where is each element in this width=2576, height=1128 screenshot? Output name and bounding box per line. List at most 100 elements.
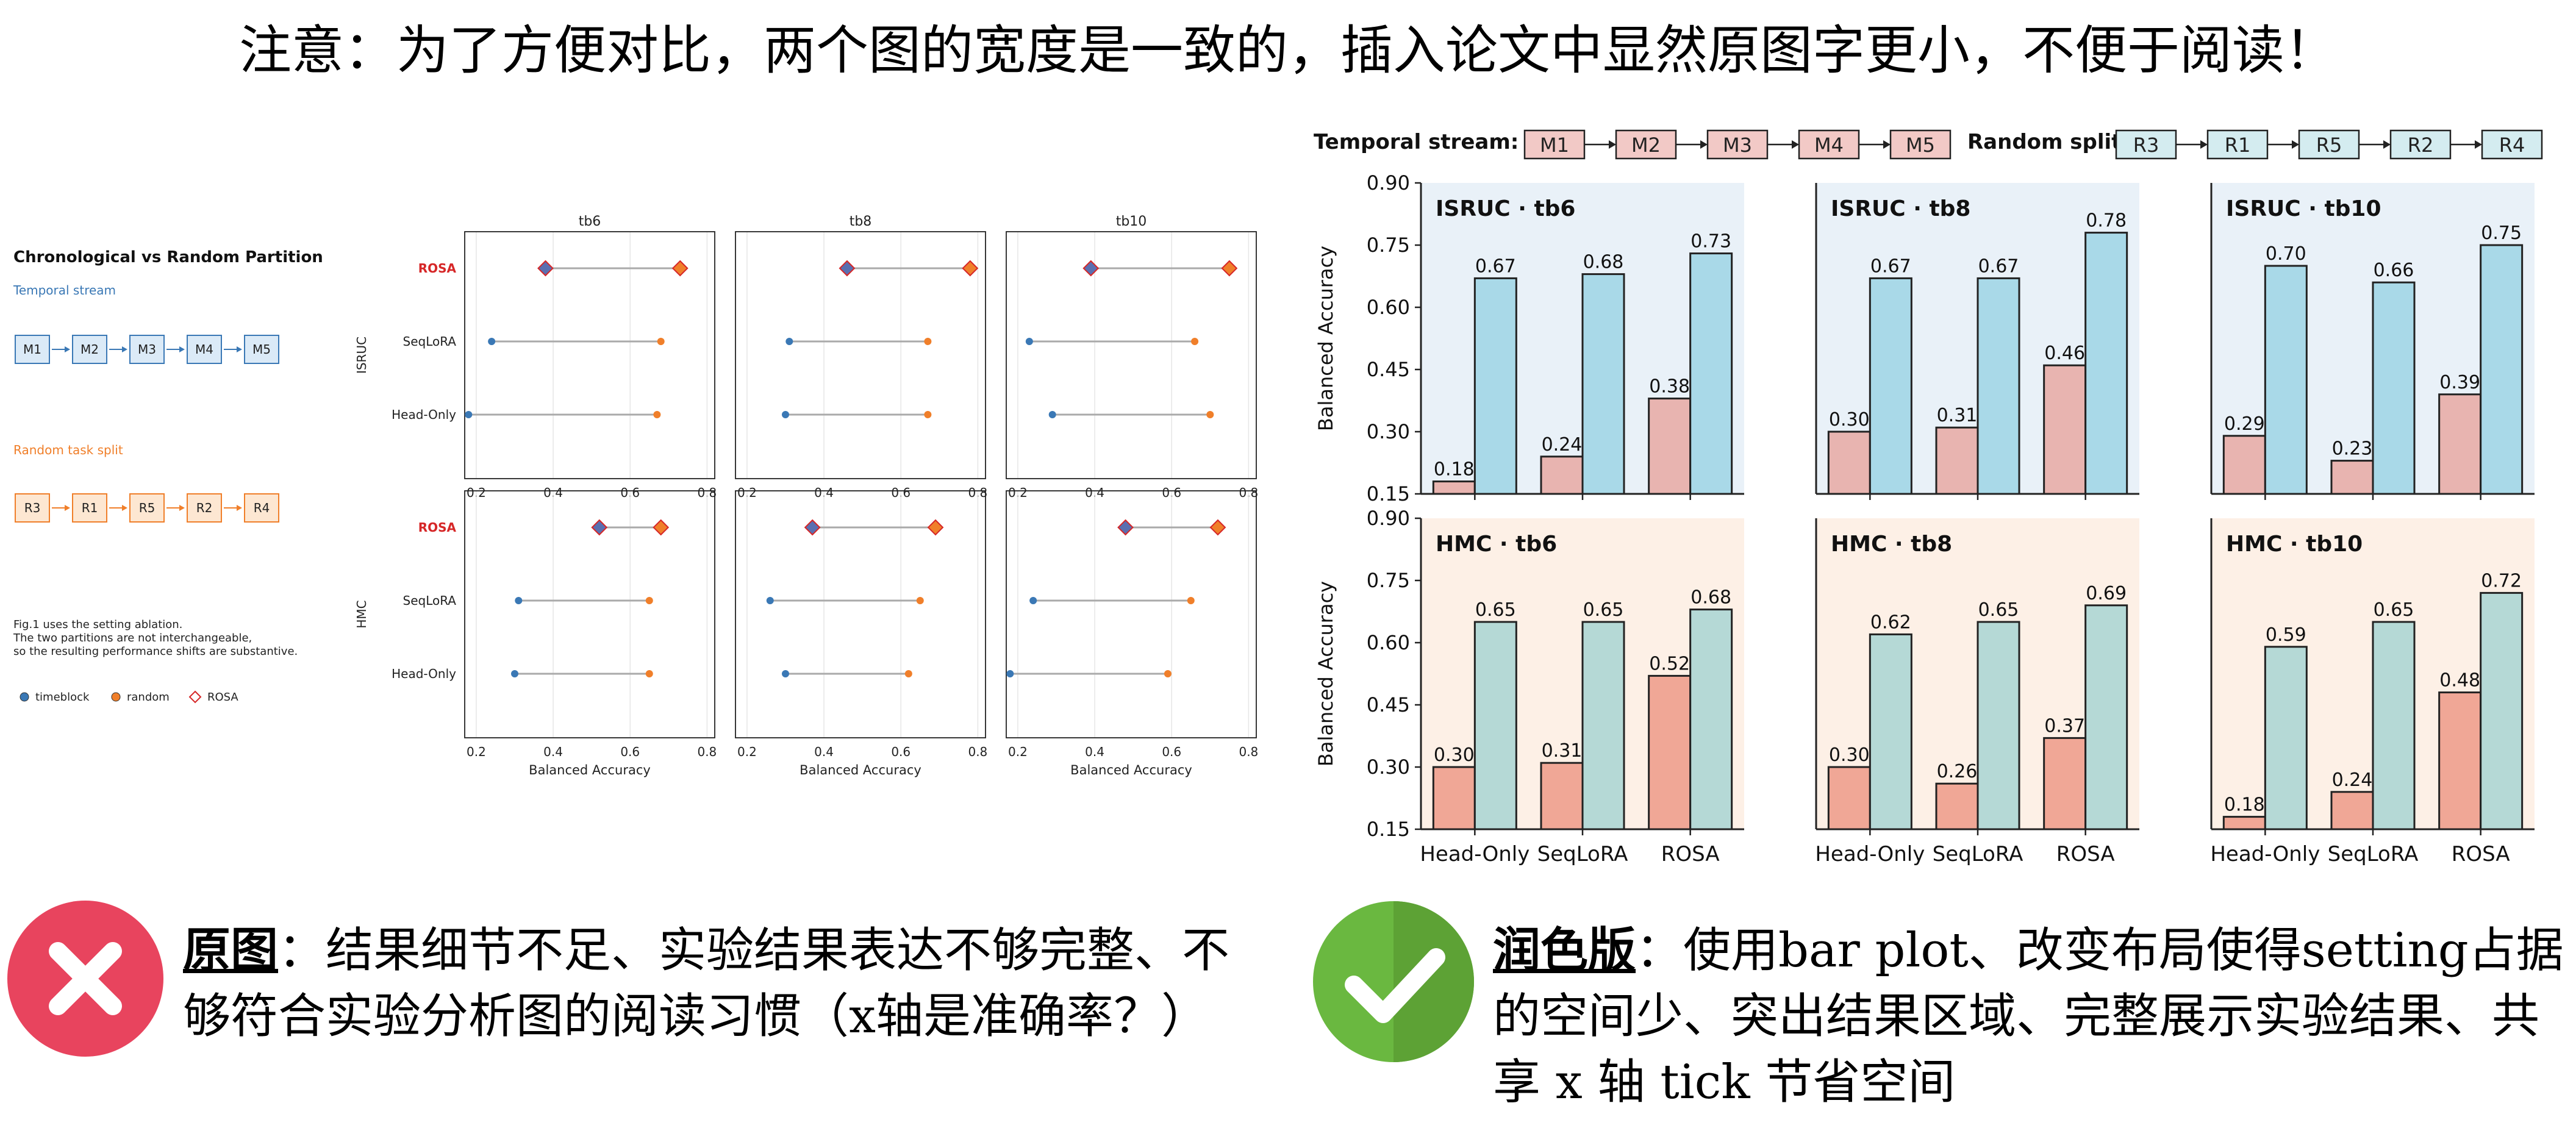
temporal-stream-item-arrow-head — [179, 346, 185, 352]
row-label: HMC — [354, 600, 369, 628]
timeblock-point — [782, 670, 789, 677]
timeblock-value-label: 0.24 — [2332, 769, 2373, 791]
method-label: ROSA — [418, 520, 457, 535]
timeblock-value-label: 0.26 — [1937, 761, 1978, 782]
random-bar — [1869, 633, 1912, 830]
random-bar — [2264, 646, 2308, 830]
timeblock-bar — [1827, 430, 1871, 495]
temporal-stream-item-box — [129, 335, 165, 364]
random-bar — [2084, 604, 2128, 830]
caption-original-title: 原图 — [183, 923, 279, 978]
legend-timeblock-label: timeblock — [35, 691, 90, 704]
rosa-timeblock-marker — [804, 519, 821, 536]
random-bar — [1473, 277, 1517, 495]
temporal-stream-item-label: M2 — [1631, 134, 1661, 157]
x-tick-label: ROSA — [1661, 842, 1720, 866]
temporal-stream-item-box — [1523, 129, 1586, 160]
rosa-timeblock-marker — [839, 260, 856, 277]
rosa-random-marker — [962, 260, 979, 277]
random-split-item-arrow-head — [237, 505, 242, 511]
random-value-label: 0.65 — [1583, 599, 1624, 621]
x-tick-label: 0.4 — [814, 744, 834, 759]
temporal-stream-item-label: M3 — [138, 342, 156, 357]
rosa-random-marker — [927, 519, 944, 536]
timeblock-point — [488, 338, 496, 345]
temporal-stream-item-arrow-head — [1700, 140, 1708, 149]
random-point — [916, 597, 924, 604]
random-value-label: 0.66 — [2374, 260, 2414, 281]
x-axis-label: Balanced Accuracy — [800, 763, 921, 777]
x-tick-label: 0.6 — [891, 744, 911, 759]
y-tick-label: 0.15 — [1367, 482, 1410, 505]
timeblock-bar — [2043, 737, 2087, 830]
random-split-item-box — [2389, 129, 2452, 160]
timeblock-point — [1048, 411, 1056, 418]
x-tick-label: SeqLoRA — [2328, 842, 2419, 866]
y-tick-label: 0.45 — [1367, 693, 1410, 716]
timeblock-value-label: 0.23 — [2332, 438, 2373, 460]
random-split-item-arrow-head — [179, 505, 185, 511]
random-bar — [1689, 609, 1733, 830]
dot-panel: 0.2 0.4 0.6 0.8 — [1006, 231, 1258, 500]
check-icon — [1313, 901, 1474, 1062]
random-split-item-label: R5 — [139, 501, 156, 515]
legend-random-label: random — [127, 691, 170, 704]
random-value-label: 0.69 — [2086, 583, 2127, 604]
temporal-stream-item-arrow-head — [1883, 140, 1891, 149]
timeblock-bar — [2330, 791, 2374, 830]
random-bar — [1689, 252, 1733, 495]
random-point — [1206, 411, 1214, 418]
col-title: tb8 — [850, 214, 872, 229]
y-tick-label: 0.60 — [1367, 296, 1410, 319]
random-split-item-label: R5 — [2316, 134, 2342, 157]
temporal-stream-item-arrow-head — [1609, 140, 1616, 149]
random-split-item-label: R3 — [24, 501, 41, 515]
temporal-stream-item-arrow-head — [65, 346, 70, 352]
temporal-stream-item-label: M2 — [80, 342, 99, 357]
random-split-item-arrow-head — [122, 505, 127, 511]
x-tick-label: 0.8 — [968, 744, 987, 759]
method-label: SeqLoRA — [403, 593, 457, 608]
temporal-stream-item-box — [1798, 129, 1860, 160]
timeblock-value-label: 0.48 — [2439, 670, 2480, 691]
timeblock-value-label: 0.46 — [2044, 343, 2085, 364]
y-tick-label: 0.45 — [1367, 358, 1410, 381]
polished-figure: Temporal stream: M1 M2 M3 M4 M5 Random split: R… — [1314, 129, 2543, 866]
random-bar — [2372, 281, 2416, 495]
random-bar — [1869, 277, 1912, 495]
x-axis-label: Balanced Accuracy — [1070, 763, 1192, 777]
x-tick-label: Head-Only — [2210, 842, 2320, 866]
caption-polished: 润色版：使用bar plot、改变布局使得setting占据的空间少、突出结果区… — [1493, 918, 2566, 1115]
timeblock-point — [465, 411, 473, 418]
timeblock-point — [782, 411, 789, 418]
caption-polished-title: 润色版 — [1493, 923, 1636, 978]
y-tick-label: 0.90 — [1367, 507, 1410, 530]
original-figure: Chronological vs Random Partition Tempora… — [13, 214, 1258, 777]
panel-frame — [735, 231, 986, 479]
temporal-stream-item-box — [15, 335, 50, 364]
y-tick-label: 0.75 — [1367, 234, 1410, 257]
rosa-timeblock-marker — [591, 519, 608, 536]
random-value-label: 0.65 — [1978, 599, 2019, 621]
panel-frame — [1006, 231, 1257, 479]
y-tick-label: 0.60 — [1367, 631, 1410, 654]
random-value-label: 0.67 — [1978, 255, 2019, 277]
random-bar — [1977, 277, 2020, 495]
col-title: tb6 — [579, 214, 601, 229]
random-bar — [2084, 232, 2128, 495]
top-note: 注意：为了方便对比，两个图的宽度是一致的，插入论文中显然原图字更小，不便于阅读！ — [239, 20, 2337, 81]
rosa-random-marker — [653, 519, 670, 536]
x-tick-label: ROSA — [2056, 842, 2115, 866]
random-split-item-box — [129, 493, 165, 523]
panel-title: ISRUC · tb10 — [2226, 196, 2381, 221]
y-tick-label: 0.15 — [1367, 818, 1410, 841]
random-split-item-arrow-head — [65, 505, 70, 511]
rosa-random-marker — [671, 260, 689, 277]
random-value-label: 0.78 — [2086, 210, 2127, 232]
random-value-label: 0.70 — [2266, 243, 2306, 265]
setting-note: The two partitions are not interchangeab… — [13, 632, 252, 644]
y-tick-label: 0.30 — [1367, 755, 1410, 779]
random-value-label: 0.59 — [2266, 624, 2306, 646]
timeblock-point — [1029, 597, 1037, 604]
cross-icon — [7, 901, 163, 1057]
